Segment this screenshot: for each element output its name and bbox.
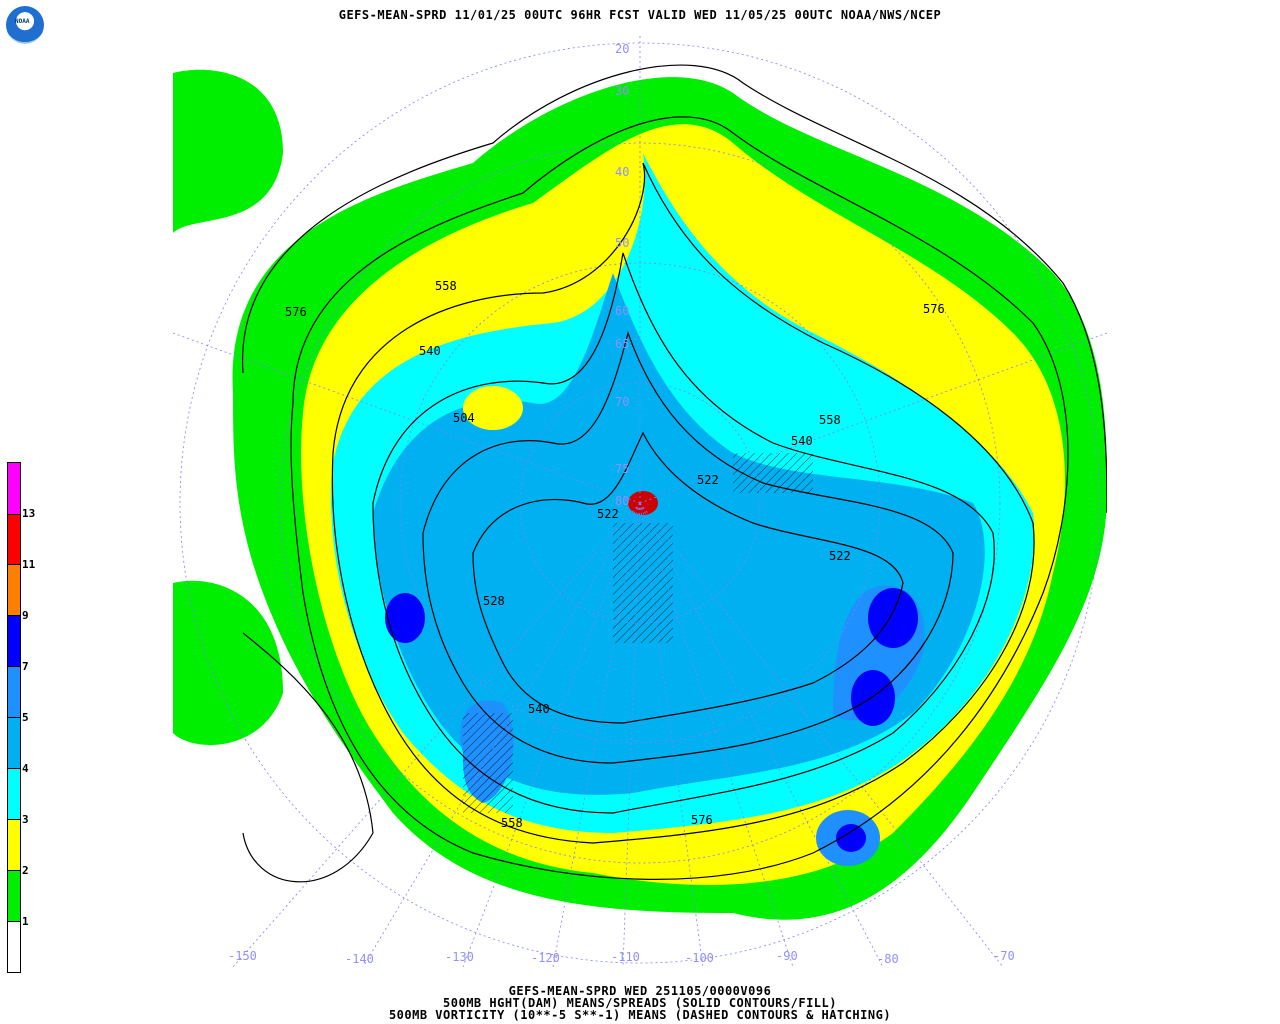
lon-label: -110 — [611, 950, 640, 964]
lon-label: -130 — [445, 950, 474, 964]
colorbar-segment — [7, 666, 21, 718]
colorbar-label: 3 — [22, 813, 29, 826]
colorbar-segment — [7, 819, 21, 871]
colorbar-label: 13 — [22, 507, 36, 520]
lon-label: -100 — [685, 951, 714, 965]
contour-label: 558 — [819, 413, 841, 427]
colorbar-segment — [7, 870, 21, 922]
lon-label: -90 — [776, 949, 798, 963]
footer-line-2: 500MB HGHT(DAM) MEANS/SPREADS (SOLID CON… — [443, 996, 837, 1010]
lat-label: 60 — [615, 304, 629, 318]
lat-label: 70 — [615, 395, 629, 409]
contour-label: 522 — [597, 507, 619, 521]
lat-label: 20 — [615, 42, 629, 56]
contour-label: 576 — [285, 305, 307, 319]
contour-label: 522 — [829, 549, 851, 563]
height-contours — [242, 64, 1107, 883]
colorbar-label: 4 — [22, 762, 29, 775]
contour-labels: 576 558 540 504 522 528 522 540 558 576 … — [285, 279, 945, 830]
contour-label: 576 — [691, 813, 713, 827]
lon-label: -80 — [877, 952, 899, 966]
lon-label: -120 — [531, 951, 560, 965]
contour-label: 540 — [528, 702, 550, 716]
lat-label: 30 — [615, 84, 629, 98]
lat-label: 80 — [615, 494, 629, 508]
lon-label: -70 — [993, 949, 1015, 963]
colorbar-segment — [7, 513, 21, 565]
contour-label: 576 — [923, 302, 945, 316]
colorbar-segment — [7, 717, 21, 769]
contour-label: 528 — [483, 594, 505, 608]
lon-label: -140 — [345, 952, 374, 966]
contour-label: 504 — [453, 411, 475, 425]
colorbar-segment — [7, 462, 21, 515]
lat-label: 40 — [615, 165, 629, 179]
colorbar-segment — [7, 921, 21, 973]
lat-label: 75 — [615, 462, 629, 476]
footer-line-1: GEFS-MEAN-SPRD WED 251105/0000V096 — [508, 984, 772, 998]
lat-label: 65 — [615, 337, 629, 351]
noaa-logo: NOAA — [6, 6, 44, 44]
colorbar-segment — [7, 564, 21, 616]
spread-fill — [173, 69, 1107, 920]
contour-label: 558 — [435, 279, 457, 293]
colorbar-label: 11 — [22, 558, 36, 571]
contour-label: 522 — [697, 473, 719, 487]
longitude-labels: -150 -140 -130 -120 -110 -100 -90 -80 -7… — [228, 949, 1015, 966]
colorbar-segment — [7, 615, 21, 667]
contour-label: 558 — [501, 816, 523, 830]
contour-label: 540 — [419, 344, 441, 358]
colorbar-segment — [7, 768, 21, 820]
colorbar-label: 9 — [22, 609, 29, 622]
forecast-map: 576 558 540 504 522 528 522 540 558 576 … — [173, 33, 1107, 967]
graticule — [173, 33, 1107, 967]
colorbar-label: 1 — [22, 915, 29, 928]
lat-label: 50 — [615, 236, 629, 250]
contour-label: 540 — [791, 434, 813, 448]
colorbar-label: 2 — [22, 864, 29, 877]
footer-line-3: 500MB VORTICITY (10**-5 S**-1) MEANS (DA… — [388, 1008, 892, 1022]
colorbar-label: 7 — [22, 660, 29, 673]
colorbar-label: 5 — [22, 711, 29, 724]
chart-title: GEFS-MEAN-SPRD 11/01/25 00UTC 96HR FCST … — [338, 8, 942, 22]
lon-label: -150 — [228, 949, 257, 963]
latitude-labels: 20 30 40 50 60 65 70 75 80 — [615, 42, 629, 508]
